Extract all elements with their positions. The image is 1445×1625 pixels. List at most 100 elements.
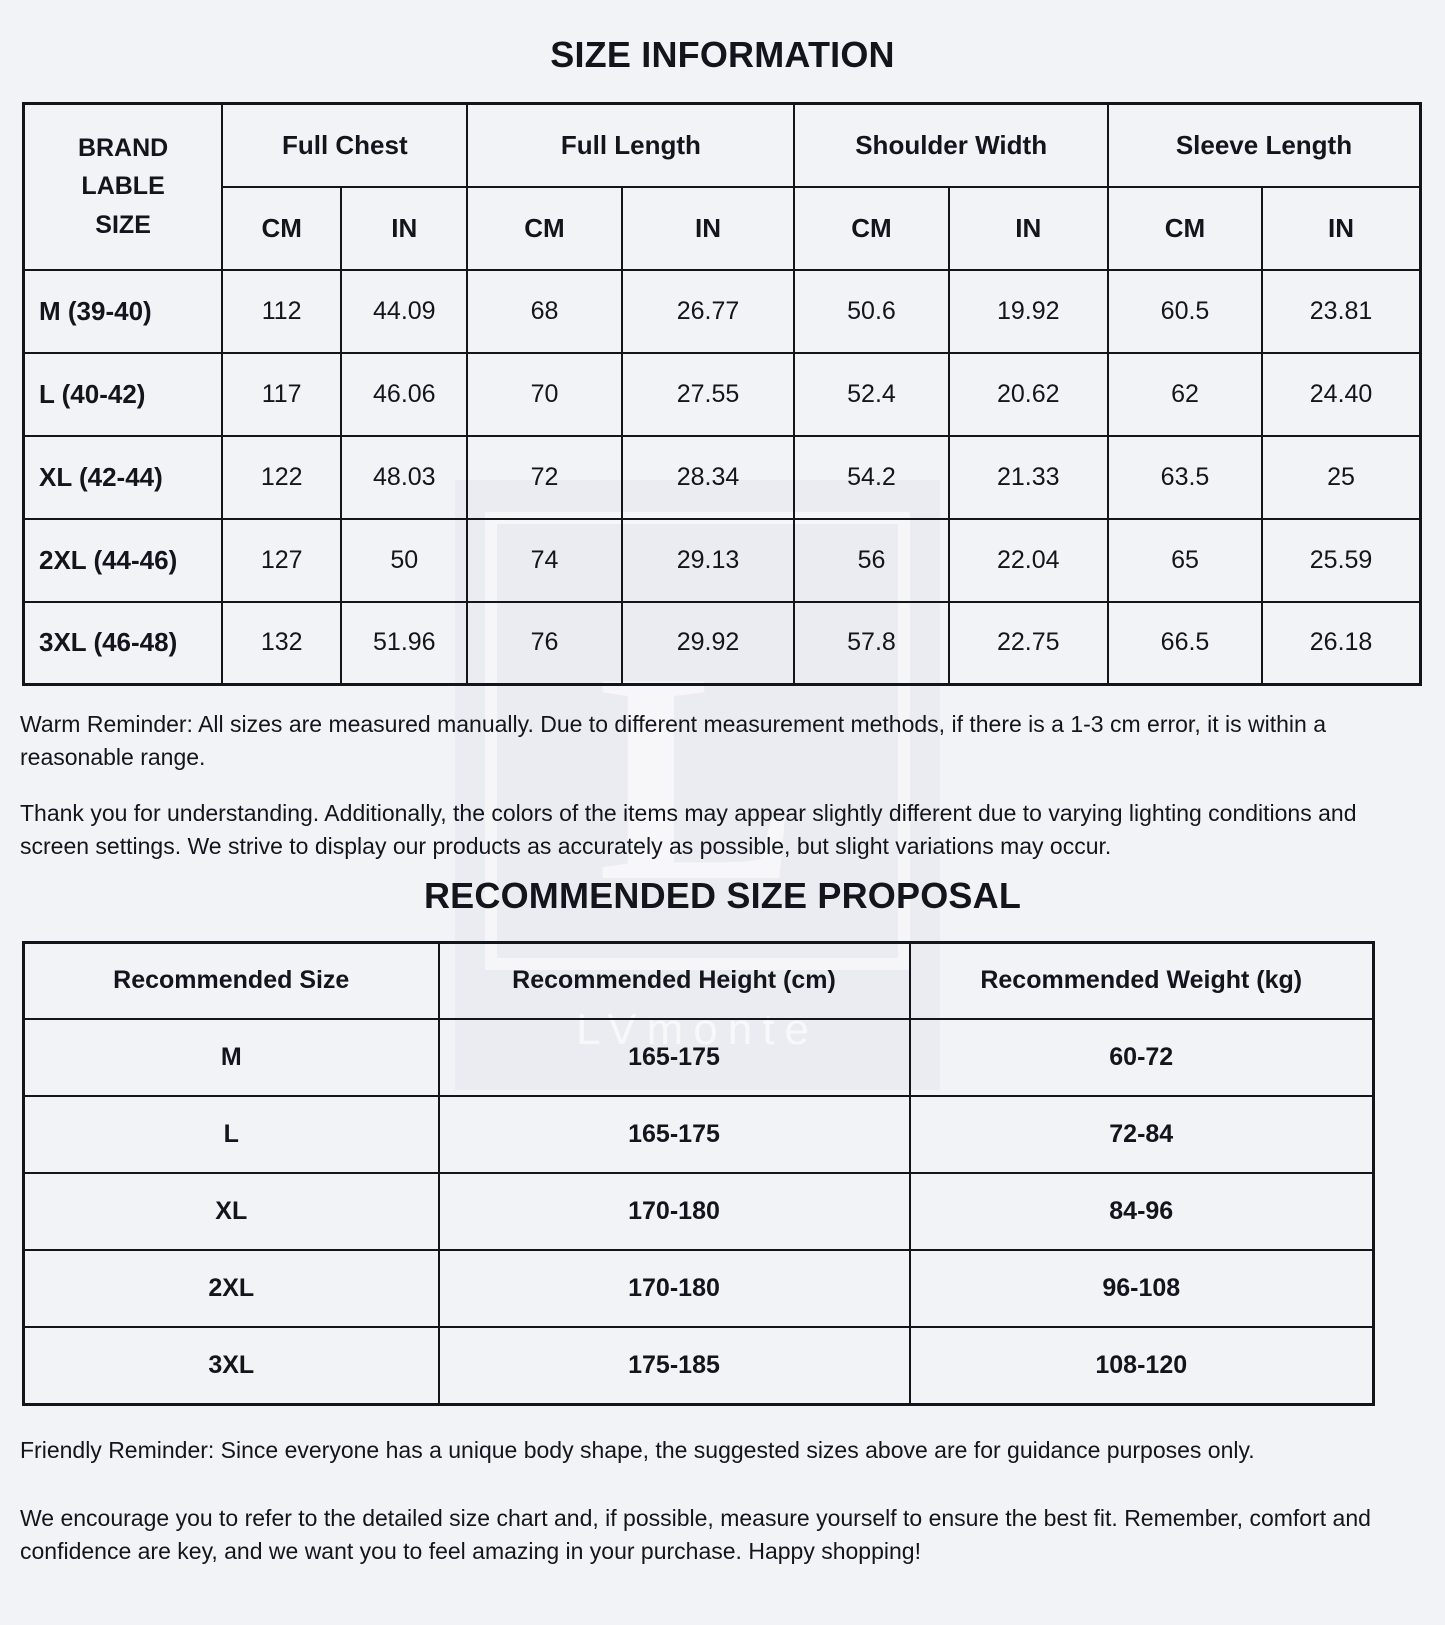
cell-length-in: 26.77 — [620, 268, 796, 354]
table-row: 2XL 170-180 96-108 — [22, 1249, 1375, 1329]
cell-length-in: 29.92 — [620, 600, 796, 686]
cell-chest-in: 50 — [340, 517, 469, 603]
header-recommended-height: Recommended Height (cm) — [437, 941, 911, 1021]
cell-shoulder-cm: 56 — [793, 517, 950, 603]
table-row: M 165-175 60-72 — [22, 1018, 1375, 1098]
cell-recommended-weight: 108-120 — [908, 1326, 1375, 1406]
cell-recommended-height: 175-185 — [437, 1326, 911, 1406]
header-unit-chest-in: IN — [340, 185, 469, 271]
cell-length-in: 28.34 — [620, 434, 796, 520]
header-group-sleeve-length: Sleeve Length — [1106, 102, 1422, 188]
cell-chest-cm: 117 — [221, 351, 343, 437]
header-unit-sleeve-in: IN — [1261, 185, 1422, 271]
cell-sleeve-in: 23.81 — [1261, 268, 1422, 354]
cell-recommended-height: 165-175 — [437, 1095, 911, 1175]
header-recommended-weight: Recommended Weight (kg) — [908, 941, 1375, 1021]
header-brand-line-3: SIZE — [95, 211, 151, 240]
header-unit-chest-cm: CM — [221, 185, 343, 271]
cell-sleeve-in: 25.59 — [1261, 517, 1422, 603]
header-unit-length-in: IN — [620, 185, 796, 271]
recommended-size-table: Recommended Size Recommended Height (cm)… — [22, 940, 1375, 1406]
cell-length-in: 29.13 — [620, 517, 796, 603]
page-title-recommended-size-proposal: RECOMMENDED SIZE PROPOSAL — [423, 874, 1022, 916]
size-information-table-body: M (39-40) 112 44.09 68 26.77 50.6 19.92 … — [22, 268, 1422, 686]
cell-recommended-size: XL — [22, 1172, 440, 1252]
note-friendly-reminder: Friendly Reminder: Since everyone has a … — [20, 1436, 1255, 1463]
cell-length-cm: 72 — [466, 434, 623, 520]
cell-shoulder-cm: 50.6 — [793, 268, 950, 354]
cell-length-cm: 74 — [466, 517, 623, 603]
cell-chest-cm: 132 — [221, 600, 343, 686]
header-unit-shoulder-cm: CM — [793, 185, 950, 271]
cell-sleeve-cm: 65 — [1106, 517, 1264, 603]
cell-sleeve-cm: 60.5 — [1106, 268, 1264, 354]
cell-shoulder-in: 22.04 — [947, 517, 1109, 603]
cell-shoulder-in: 21.33 — [947, 434, 1109, 520]
recommended-size-table-body: M 165-175 60-72 L 165-175 72-84 XL 170-1… — [22, 1018, 1375, 1406]
header-recommended-size: Recommended Size — [22, 941, 440, 1021]
page-title-size-information: SIZE INFORMATION — [550, 34, 895, 75]
cell-sleeve-cm: 63.5 — [1106, 434, 1264, 520]
table-row: XL (42-44) 122 48.03 72 28.34 54.2 21.33… — [22, 434, 1422, 520]
cell-recommended-height: 165-175 — [437, 1018, 911, 1098]
cell-length-cm: 70 — [466, 351, 623, 437]
table-header-row: Recommended Size Recommended Height (cm)… — [22, 941, 1375, 1021]
cell-length-in: 27.55 — [620, 351, 796, 437]
cell-chest-cm: 112 — [221, 268, 343, 354]
cell-shoulder-in: 22.75 — [947, 600, 1109, 686]
header-group-full-chest: Full Chest — [221, 102, 469, 188]
header-brand-line-1: BRAND — [77, 133, 169, 162]
header-group-full-length: Full Length — [466, 102, 796, 188]
table-header-row-groups: BRAND LABLE SIZE Full Chest Full Length … — [22, 102, 1422, 271]
cell-recommended-size: M — [22, 1018, 440, 1098]
cell-sleeve-in: 24.40 — [1261, 351, 1422, 437]
cell-sleeve-in: 26.18 — [1261, 600, 1422, 686]
table-row: XL 170-180 84-96 — [22, 1172, 1375, 1252]
cell-recommended-weight: 96-108 — [908, 1249, 1375, 1329]
table-row: 3XL 175-185 108-120 — [22, 1326, 1375, 1406]
cell-chest-in: 44.09 — [340, 268, 469, 354]
cell-recommended-weight: 60-72 — [908, 1018, 1375, 1098]
cell-shoulder-in: 20.62 — [947, 351, 1109, 437]
header-group-shoulder-width: Shoulder Width — [793, 102, 1109, 188]
table-header-row-units: CM IN CM IN CM IN CM IN — [24, 185, 1422, 271]
table-row: L 165-175 72-84 — [22, 1095, 1375, 1175]
cell-shoulder-cm: 54.2 — [793, 434, 950, 520]
table-row: 3XL (46-48) 132 51.96 76 29.92 57.8 22.7… — [22, 600, 1422, 686]
header-unit-sleeve-cm: CM — [1106, 185, 1264, 271]
table-row: L (40-42) 117 46.06 70 27.55 52.4 20.62 … — [22, 351, 1422, 437]
cell-size-label: 2XL (44-46) — [22, 517, 224, 603]
cell-recommended-weight: 72-84 — [908, 1095, 1375, 1175]
cell-shoulder-in: 19.92 — [947, 268, 1109, 354]
cell-chest-cm: 127 — [221, 517, 343, 603]
cell-shoulder-cm: 52.4 — [793, 351, 950, 437]
header-brand-label-size: BRAND LABLE SIZE — [22, 102, 224, 271]
cell-sleeve-cm: 66.5 — [1106, 600, 1264, 686]
cell-length-cm: 76 — [466, 600, 623, 686]
cell-size-label: M (39-40) — [22, 268, 224, 354]
note-thank-you: Thank you for understanding. Additionall… — [20, 800, 1357, 859]
cell-chest-in: 48.03 — [340, 434, 469, 520]
cell-recommended-size: 3XL — [22, 1326, 440, 1406]
cell-chest-in: 51.96 — [340, 600, 469, 686]
cell-recommended-weight: 84-96 — [908, 1172, 1375, 1252]
note-encouragement: We encourage you to refer to the detaile… — [20, 1505, 1371, 1564]
cell-recommended-size: 2XL — [22, 1249, 440, 1329]
cell-length-cm: 68 — [466, 268, 623, 354]
cell-chest-cm: 122 — [221, 434, 343, 520]
size-information-table: BRAND LABLE SIZE Full Chest Full Length … — [22, 102, 1422, 686]
cell-sleeve-cm: 62 — [1106, 351, 1264, 437]
cell-recommended-size: L — [22, 1095, 440, 1175]
note-warm-reminder: Warm Reminder: All sizes are measured ma… — [20, 711, 1326, 770]
table-row: 2XL (44-46) 127 50 74 29.13 56 22.04 65 … — [22, 517, 1422, 603]
header-unit-length-cm: CM — [466, 185, 623, 271]
cell-size-label: L (40-42) — [22, 351, 224, 437]
cell-size-label: XL (42-44) — [22, 434, 224, 520]
cell-size-label: 3XL (46-48) — [22, 600, 224, 686]
cell-sleeve-in: 25 — [1261, 434, 1422, 520]
header-unit-shoulder-in: IN — [947, 185, 1109, 271]
cell-chest-in: 46.06 — [340, 351, 469, 437]
cell-shoulder-cm: 57.8 — [793, 600, 950, 686]
size-chart-page: SIZE INFORMATION BRAND LABLE SIZE Full C… — [20, 34, 1422, 1564]
table-row: M (39-40) 112 44.09 68 26.77 50.6 19.92 … — [22, 268, 1422, 354]
